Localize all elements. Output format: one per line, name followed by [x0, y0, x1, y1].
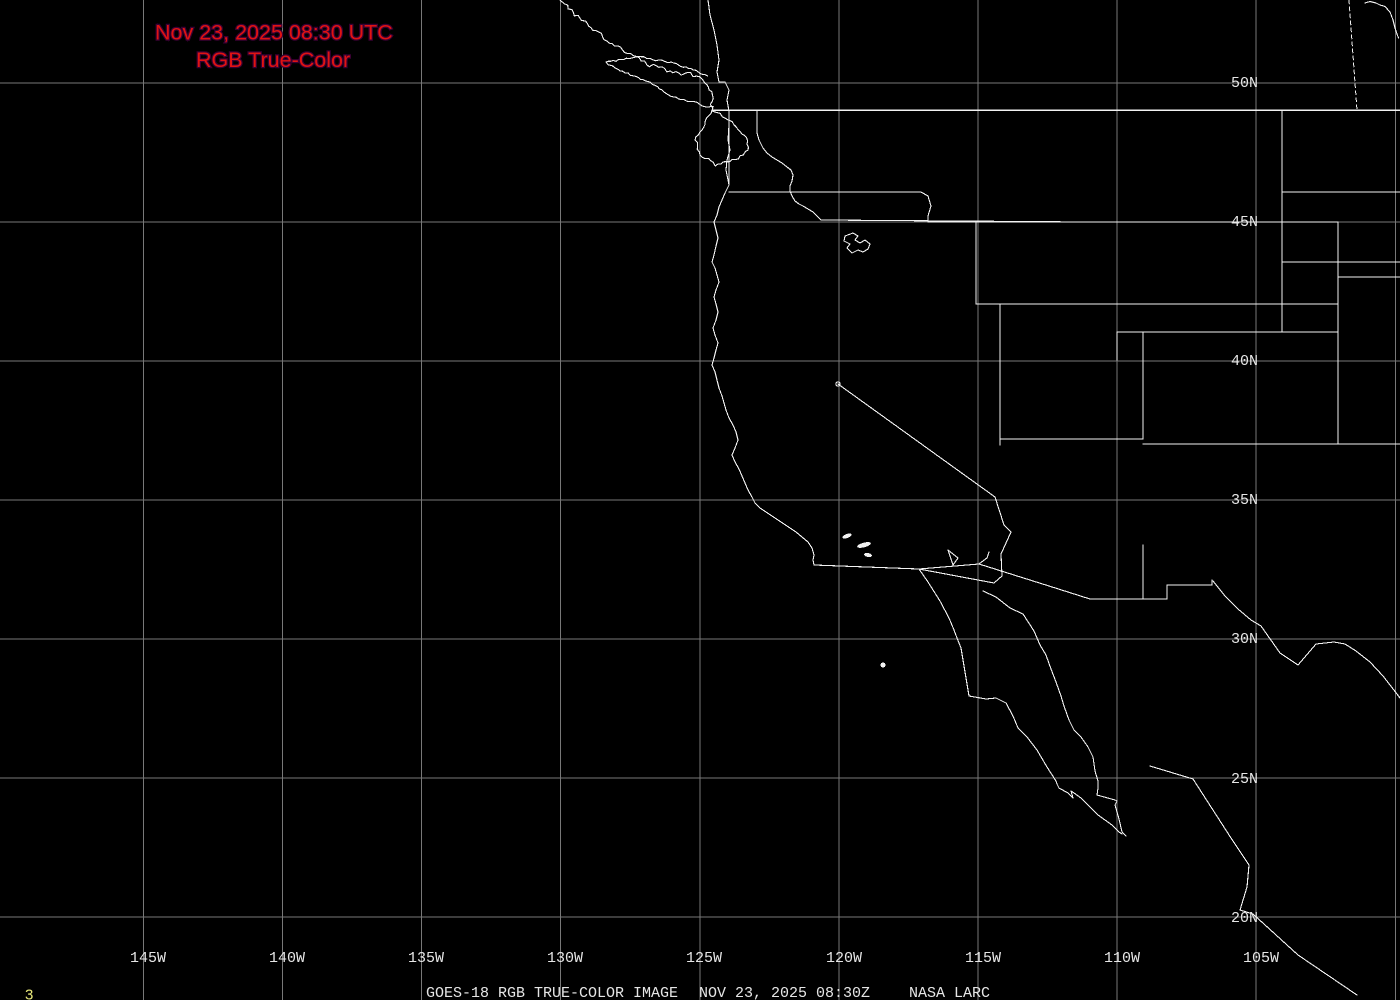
svg-text:145W: 145W [130, 950, 166, 967]
svg-text:40N: 40N [1231, 353, 1258, 370]
svg-text:140W: 140W [269, 950, 305, 967]
svg-text:125W: 125W [686, 950, 722, 967]
svg-text:Nov 23, 2025 08:30 UTC: Nov 23, 2025 08:30 UTC [155, 21, 393, 45]
svg-text:NASA LARC: NASA LARC [909, 985, 990, 1000]
svg-text:3: 3 [25, 987, 33, 1000]
svg-text:35N: 35N [1231, 492, 1258, 509]
svg-text:25N: 25N [1231, 771, 1258, 788]
svg-text:NOV 23, 2025 08:30Z: NOV 23, 2025 08:30Z [699, 985, 870, 1000]
svg-text:45N: 45N [1231, 214, 1258, 231]
svg-text:20N: 20N [1231, 910, 1258, 927]
svg-text:105W: 105W [1243, 950, 1279, 967]
svg-text:30N: 30N [1231, 631, 1258, 648]
svg-text:RGB True-Color: RGB True-Color [196, 48, 350, 72]
svg-text:110W: 110W [1104, 950, 1140, 967]
svg-text:135W: 135W [408, 950, 444, 967]
svg-text:50N: 50N [1231, 75, 1258, 92]
svg-text:GOES-18 RGB TRUE-COLOR IMAGE: GOES-18 RGB TRUE-COLOR IMAGE [426, 985, 678, 1000]
svg-text:120W: 120W [826, 950, 862, 967]
svg-text:130W: 130W [547, 950, 583, 967]
svg-text:115W: 115W [965, 950, 1001, 967]
